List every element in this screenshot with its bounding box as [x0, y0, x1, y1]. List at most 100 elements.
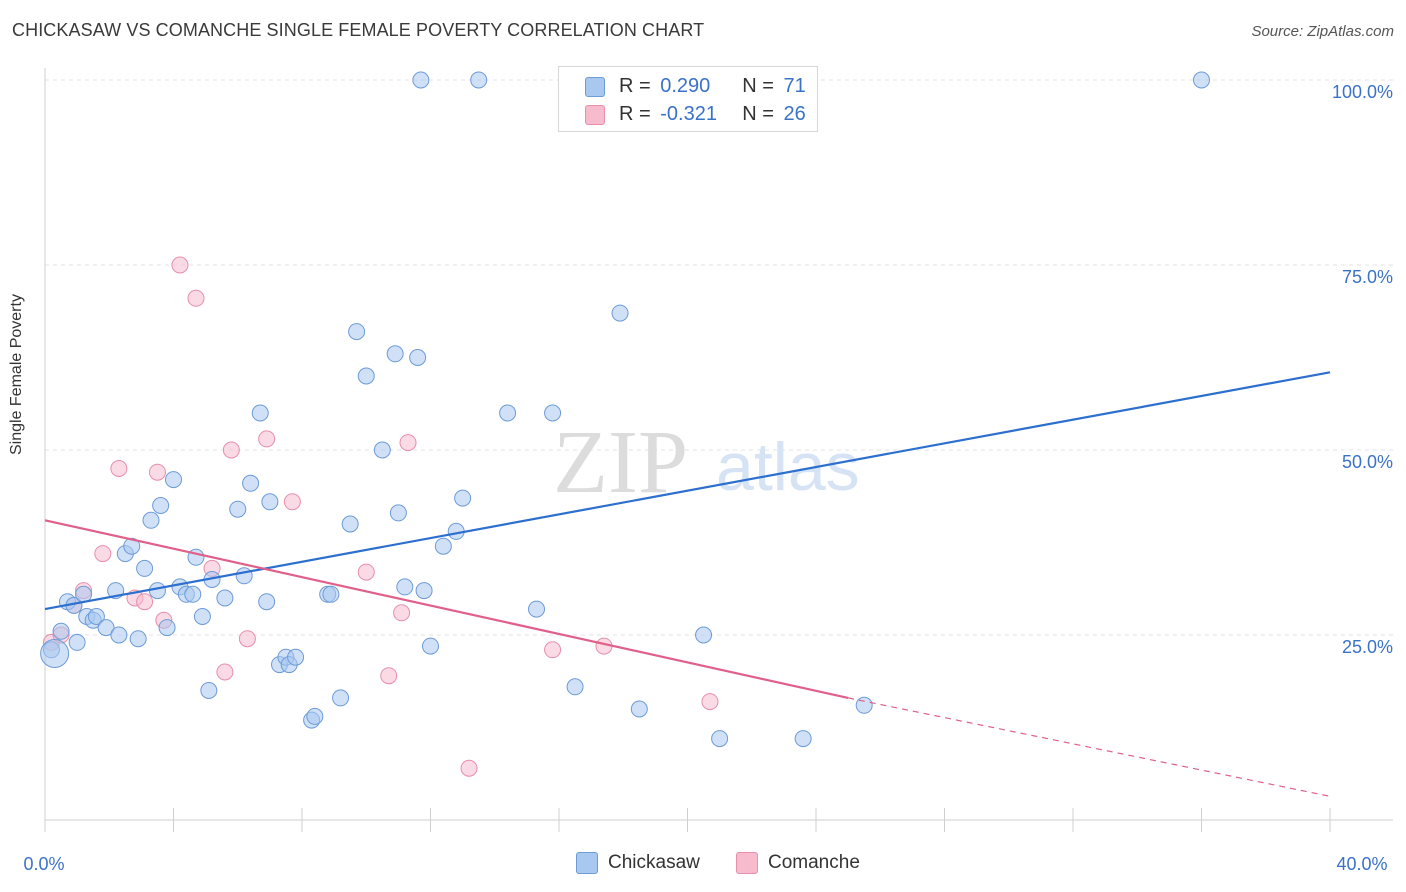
chickasaw-point: [165, 471, 182, 489]
chickasaw-point: [454, 489, 472, 507]
comanche-trend-line: [44, 519, 849, 699]
chickasaw-point: [152, 497, 170, 514]
chickasaw-point: [544, 404, 562, 422]
legend-n-value: 26: [783, 103, 806, 125]
chart-title: CHICKASAW VS COMANCHE SINGLE FEMALE POVE…: [12, 20, 705, 40]
chickasaw-point: [306, 707, 324, 725]
comanche-legend-swatch: [736, 852, 758, 874]
chickasaw-point: [235, 567, 253, 585]
chickasaw-point: [611, 304, 629, 322]
x-tick-label-max: 40.0%: [1336, 854, 1387, 874]
x-tick-label-min: 0.0%: [23, 854, 64, 874]
chickasaw-point: [1193, 71, 1210, 89]
chickasaw-point: [200, 682, 218, 699]
chickasaw-point: [855, 696, 873, 714]
chickasaw-point: [794, 730, 812, 748]
comanche-legend-label: Comanche: [768, 852, 860, 873]
chickasaw-point: [348, 323, 366, 341]
chickasaw-point: [434, 537, 452, 555]
grid-lines: [45, 79, 1393, 636]
legend-n-label: N =: [742, 75, 774, 97]
y-tick-label: 75.0%: [1342, 267, 1393, 287]
chickasaw-point: [412, 71, 430, 89]
comanche-point: [187, 289, 205, 307]
comanche-point: [148, 463, 166, 481]
chickasaw-point: [396, 578, 414, 596]
chickasaw-point: [110, 626, 128, 644]
comanche-point: [258, 430, 276, 448]
legend-r-label: R =: [619, 75, 651, 97]
comanche-point: [380, 667, 398, 685]
comanche-point: [460, 759, 478, 777]
chickasaw-point: [258, 593, 276, 611]
comanche-point: [283, 493, 301, 511]
chickasaw-point: [470, 71, 488, 89]
comanche-point: [393, 604, 411, 622]
x-ticks: [44, 808, 1331, 832]
chickasaw-point: [422, 637, 439, 655]
legend-item-chickasaw[interactable]: Chickasaw: [576, 852, 700, 874]
chickasaw-point: [409, 349, 427, 366]
watermark: ZIP atlas: [553, 413, 860, 512]
comanche-trend-extension: [848, 697, 1331, 797]
chickasaw-point: [711, 730, 729, 748]
chickasaw-point: [261, 493, 279, 511]
y-axis-label: Single Female Poverty: [8, 294, 25, 455]
watermark-zip: ZIP: [553, 413, 688, 512]
chickasaw-point: [123, 537, 141, 555]
trend-lines: [44, 371, 1331, 797]
comanche-point: [94, 545, 112, 563]
comanche-point: [399, 434, 417, 452]
comanche-point: [357, 563, 375, 581]
chickasaw-point: [415, 582, 433, 600]
comanche-swatch: [585, 104, 605, 125]
watermark-atlas: atlas: [716, 429, 860, 505]
chickasaw-point: [242, 474, 260, 492]
chickasaw-point: [40, 639, 70, 668]
chickasaw-point: [68, 633, 86, 651]
chickasaw-point: [87, 608, 105, 625]
y-tick-label: 50.0%: [1342, 452, 1393, 472]
legend-item-comanche[interactable]: Comanche: [736, 852, 860, 874]
chickasaw-point: [341, 515, 359, 533]
comanche-point: [171, 256, 189, 274]
axes: [44, 68, 1393, 821]
y-tick-label: 100.0%: [1332, 82, 1393, 102]
legend-row-comanche: R = -0.321 N = 26: [585, 103, 806, 126]
chickasaw-point: [129, 630, 147, 648]
comanche-point: [110, 460, 128, 477]
comanche-point: [544, 641, 562, 659]
legend-r-value: 0.290: [660, 75, 711, 97]
legend-r-value: -0.321: [660, 103, 717, 125]
source-label: Source: ZipAtlas.com: [1251, 23, 1394, 40]
chickasaw-point: [251, 404, 269, 422]
comanche-point: [216, 663, 234, 681]
chickasaw-point: [357, 367, 375, 385]
legend-row-chickasaw: R = 0.290 N = 71: [585, 75, 806, 98]
chickasaw-point: [528, 600, 546, 618]
chickasaw-point: [148, 582, 166, 600]
chickasaw-point: [322, 585, 340, 603]
chickasaw-point: [229, 500, 247, 518]
chickasaw-point: [332, 689, 350, 707]
comanche-point: [222, 441, 240, 459]
chickasaw-point: [389, 504, 407, 522]
chickasaw-point: [373, 441, 391, 459]
chickasaw-point: [287, 648, 305, 666]
chickasaw-point: [386, 345, 404, 363]
chickasaw-point: [216, 589, 234, 607]
chickasaw-legend-label: Chickasaw: [608, 852, 700, 873]
stats-legend: R = 0.290 N = 71 R = -0.321 N = 26: [558, 66, 818, 132]
chickasaw-points: [40, 71, 1210, 748]
comanche-point: [701, 693, 719, 711]
chickasaw-point: [136, 559, 154, 577]
chickasaw-swatch: [585, 76, 605, 97]
legend-n-label: N =: [742, 103, 774, 125]
chickasaw-legend-swatch: [576, 852, 598, 874]
chickasaw-point: [499, 404, 517, 422]
chickasaw-point: [158, 619, 176, 637]
chickasaw-point: [193, 608, 211, 625]
y-tick-label: 25.0%: [1342, 637, 1393, 657]
chickasaw-point: [695, 626, 713, 644]
